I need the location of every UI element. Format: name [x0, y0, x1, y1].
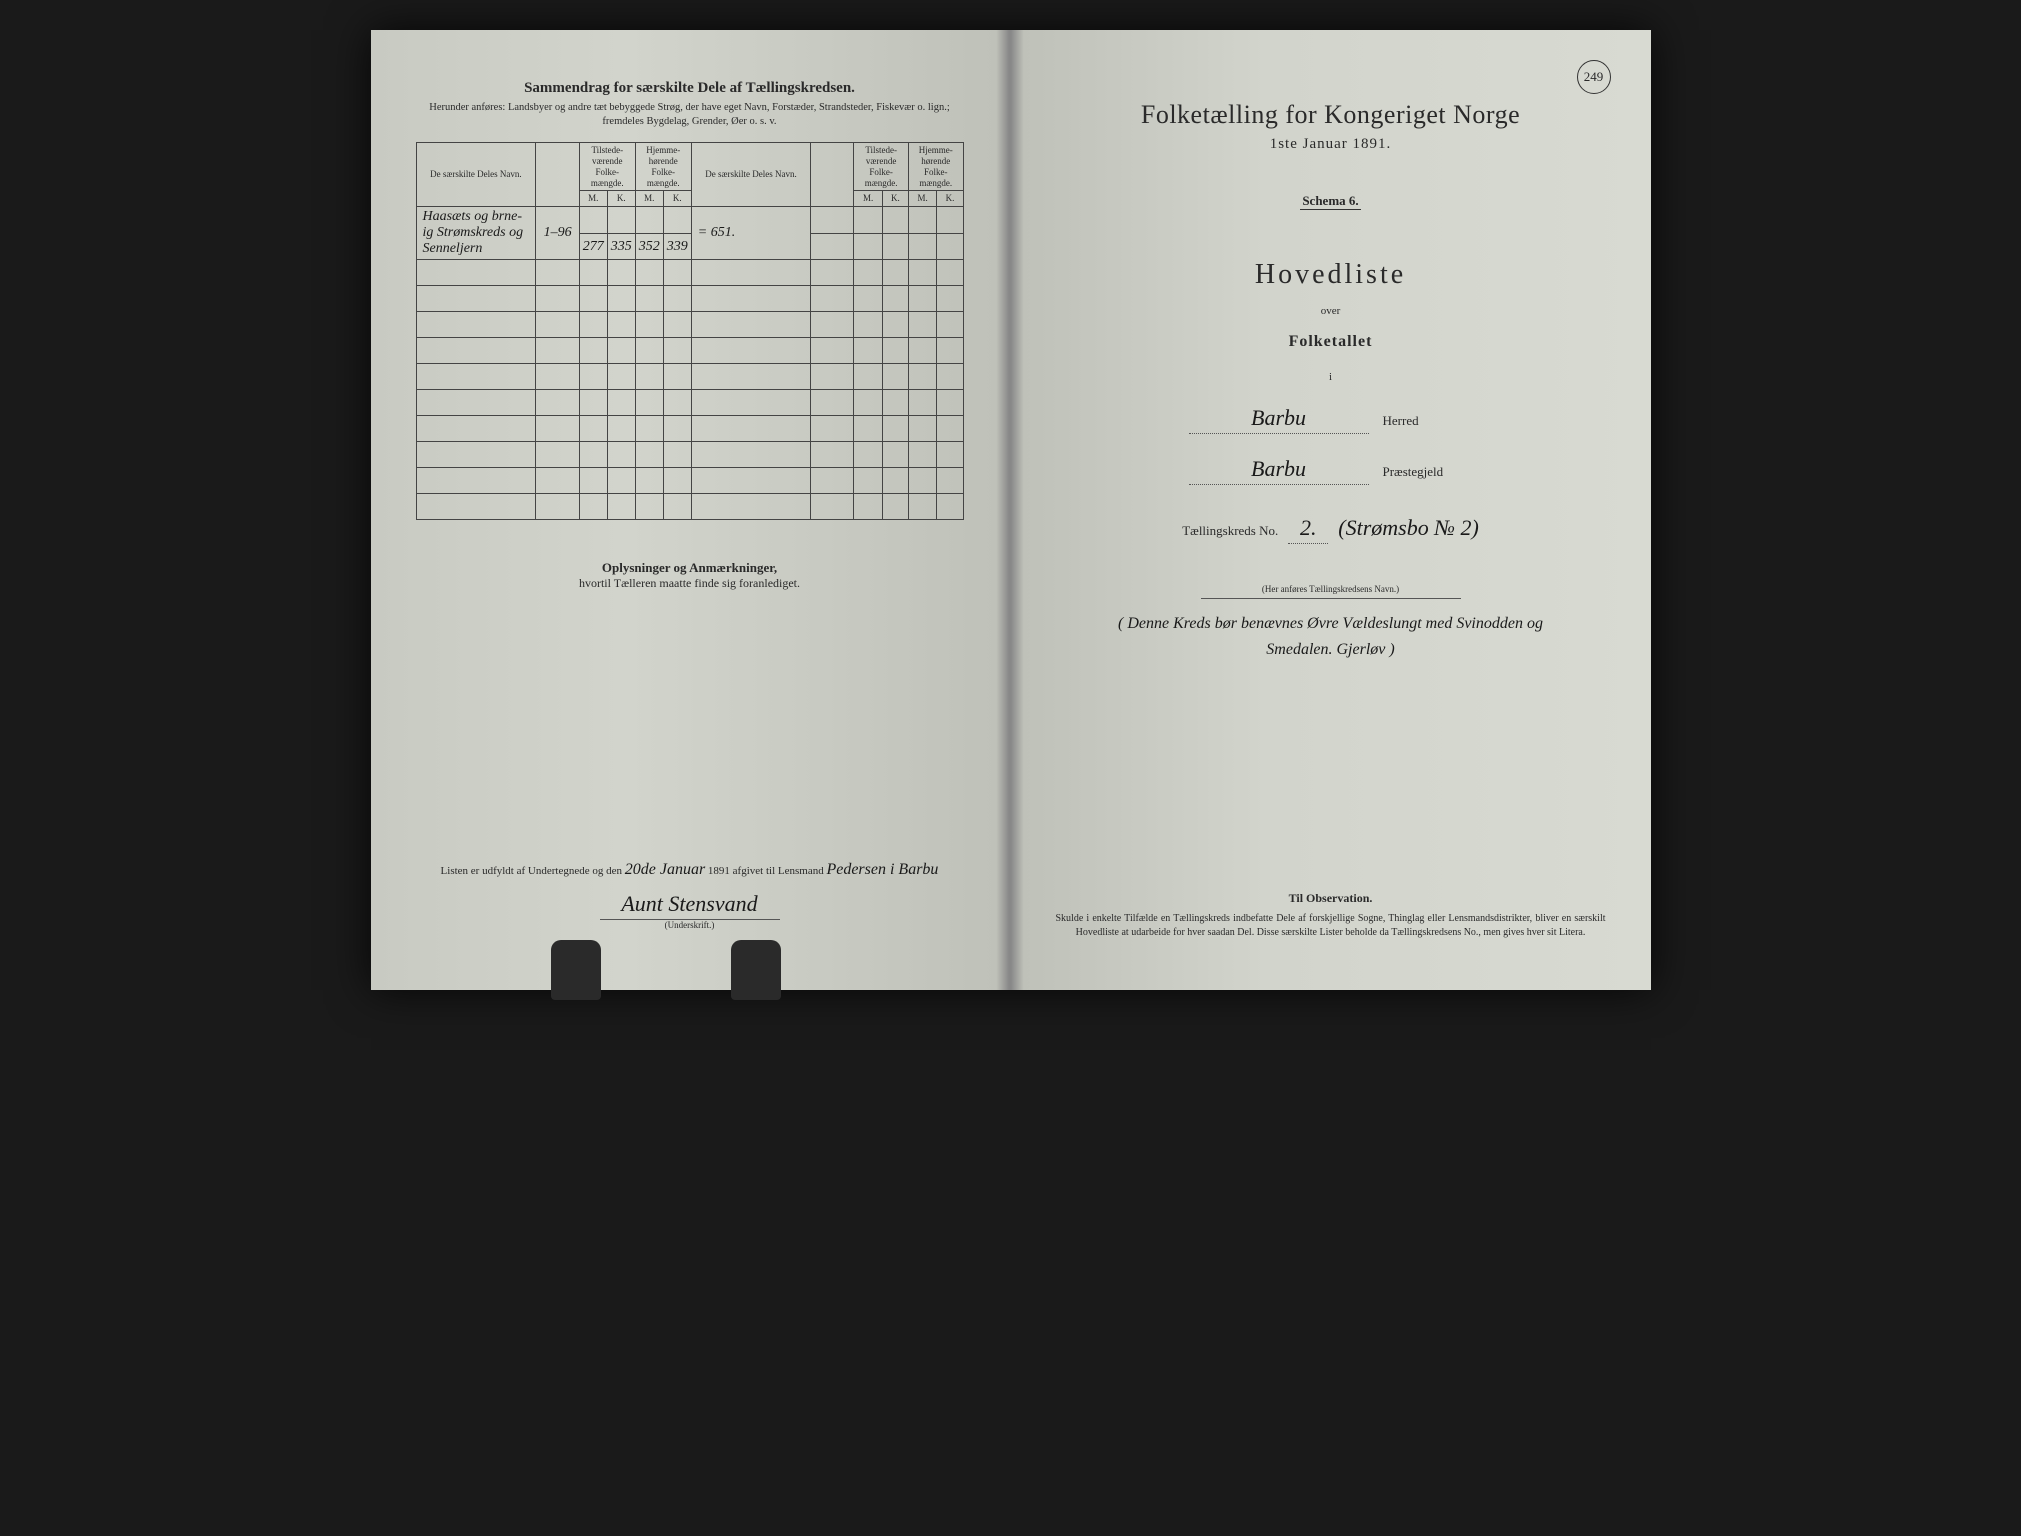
hovedliste-heading: Hovedliste [1056, 259, 1606, 291]
th-huslisters-2 [811, 143, 854, 207]
th-tilstede-2: Tilstede- værende Folke- mængde. [854, 143, 908, 191]
left-section-title: Sammendrag for særskilte Dele af Tælling… [416, 80, 964, 97]
table-row [416, 494, 963, 520]
herred-label: Herred [1383, 413, 1473, 429]
remarks-heading: Oplysninger og Anmærkninger, hvortil Tæl… [416, 560, 964, 591]
herred-value: Barbu [1189, 405, 1369, 434]
right-page: 249 Folketælling for Kongeriget Norge 1s… [1011, 30, 1651, 990]
left-section-subtitle: Herunder anføres: Landsbyer og andre tæt… [416, 101, 964, 128]
table-row [416, 390, 963, 416]
signature: Aunt Stensvand [416, 891, 964, 917]
i-label: i [1056, 371, 1606, 383]
table-row [416, 442, 963, 468]
th-m: M. [635, 191, 663, 207]
kreds-no: 2. [1288, 515, 1328, 544]
remarks-subtitle: hvortil Tælleren maatte finde sig foranl… [416, 576, 964, 591]
prestegjeld-line: Barbu Præstegjeld [1056, 456, 1606, 485]
table-row [416, 364, 963, 390]
th-m: M. [908, 191, 937, 207]
census-date: 1ste Januar 1891. [1056, 136, 1606, 153]
cell-hk: 339 [663, 233, 691, 260]
observation-body: Skulde i enkelte Tilfælde en Tællingskre… [1056, 912, 1606, 940]
census-title: Folketælling for Kongeriget Norge [1056, 100, 1606, 130]
th-hjemme: Hjemme- hørende Folke- mængde. [635, 143, 691, 191]
table-row [416, 312, 963, 338]
th-name-2: De særskilte Deles Navn. [691, 143, 810, 207]
folketallet-label: Folketallet [1056, 333, 1606, 351]
sig-date: 20de Januar [625, 861, 705, 878]
over-label: over [1056, 305, 1606, 317]
cell-sum: = 651. [691, 207, 810, 260]
table-row [416, 338, 963, 364]
th-tilstede: Tilstede- værende Folke- mængde. [579, 143, 635, 191]
table-row [416, 468, 963, 494]
th-m: M. [579, 191, 607, 207]
th-name: De særskilte Deles Navn. [416, 143, 536, 207]
th-k: K. [937, 191, 963, 207]
signature-block: Listen er udfyldt af Undertegnede og den… [416, 861, 964, 930]
table-row: Haasæts og brne- ig Strømskreds og Senne… [416, 207, 963, 234]
table-row [416, 286, 963, 312]
open-book: Sammendrag for særskilte Dele af Tælling… [371, 30, 1651, 990]
sig-year: 1891 afgivet til Lensmand [708, 865, 824, 877]
th-huslisters [536, 143, 579, 207]
th-m: M. [854, 191, 882, 207]
table-row [416, 416, 963, 442]
cell-name: Haasæts og brne- ig Strømskreds og Senne… [416, 207, 536, 260]
left-page: Sammendrag for særskilte Dele af Tælling… [371, 30, 1011, 990]
th-k: K. [882, 191, 908, 207]
kreds-note: (Her anføres Tællingskredsens Navn.) [1056, 584, 1606, 594]
kreds-label: Tællingskreds No. [1182, 523, 1278, 539]
cell-tm: 277 [579, 233, 607, 260]
handwritten-note: ( Denne Kreds bør benævnes Øvre Vældeslu… [1056, 611, 1606, 662]
book-clip-icon [551, 940, 601, 1000]
th-k: K. [607, 191, 635, 207]
kreds-name: (Strømsbo № 2) [1338, 515, 1479, 541]
th-k: K. [663, 191, 691, 207]
sig-lensmand: Pedersen i Barbu [826, 861, 938, 878]
table-row [416, 260, 963, 286]
th-hjemme-2: Hjemme- hørende Folke- mængde. [908, 143, 963, 191]
schema-label: Schema 6. [1056, 193, 1606, 209]
remarks-title: Oplysninger og Anmærkninger, [416, 560, 964, 576]
sig-prefix: Listen er udfyldt af Undertegnede og den [441, 865, 622, 877]
observation-title: Til Observation. [1056, 891, 1606, 906]
book-clip-icon [731, 940, 781, 1000]
summary-table: De særskilte Deles Navn. Tilstede- væren… [416, 142, 964, 520]
kreds-line: Tællingskreds No. 2. (Strømsbo № 2) [1056, 515, 1606, 544]
prestegjeld-value: Barbu [1189, 456, 1369, 485]
prestegjeld-label: Præstegjeld [1383, 464, 1473, 480]
divider [1201, 598, 1461, 599]
cell-hm: 352 [635, 233, 663, 260]
page-number-stamp: 249 [1577, 60, 1611, 94]
cell-huslisters: 1–96 [536, 207, 579, 260]
cell-tk: 335 [607, 233, 635, 260]
herred-line: Barbu Herred [1056, 405, 1606, 434]
observation-block: Til Observation. Skulde i enkelte Tilfæl… [1056, 891, 1606, 940]
sig-label: (Underskrift.) [600, 919, 780, 930]
